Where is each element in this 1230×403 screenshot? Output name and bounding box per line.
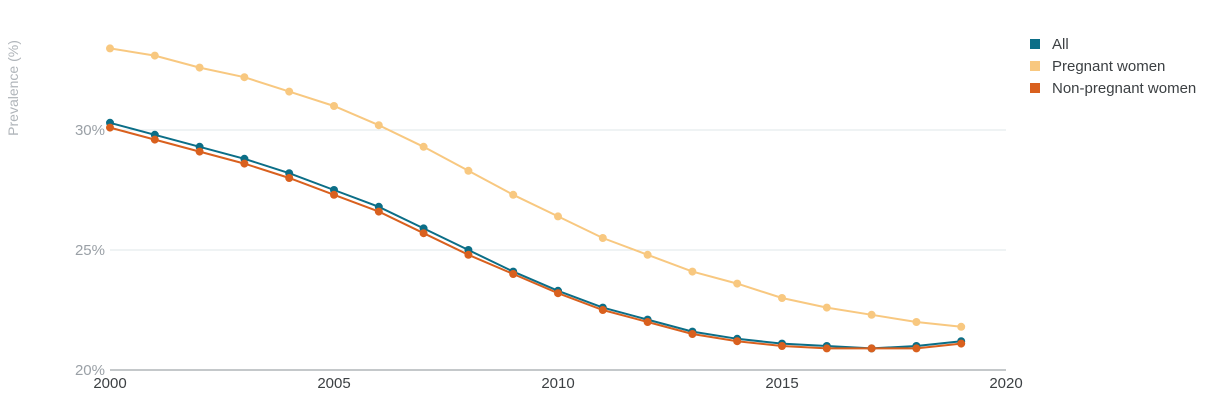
data-point (419, 142, 428, 151)
data-point (240, 73, 249, 82)
series-non-pregnant-women (106, 123, 966, 353)
data-point (822, 344, 831, 353)
series-all (106, 118, 966, 353)
data-point (285, 87, 294, 96)
data-point (643, 250, 652, 259)
data-point (195, 63, 204, 72)
legend-item: All (1030, 33, 1196, 55)
data-point (509, 270, 518, 278)
data-point (867, 310, 876, 319)
data-point (957, 339, 966, 348)
legend-label: Pregnant women (1052, 57, 1166, 75)
series-line (109, 126, 962, 350)
legend: All Pregnant women Non-pregnant women (1030, 33, 1196, 99)
y-tick-label: 20% (75, 362, 105, 379)
legend-label: All (1052, 35, 1069, 53)
x-tick-label: 2010 (541, 375, 574, 392)
x-tick-label: 2000 (93, 375, 126, 392)
data-point (598, 306, 607, 314)
data-point (330, 102, 338, 110)
data-point (688, 267, 697, 276)
data-point (733, 337, 742, 346)
data-point (554, 289, 562, 298)
data-point (150, 135, 159, 144)
series-line (109, 47, 962, 328)
data-point (150, 51, 159, 60)
legend-swatch (1030, 61, 1040, 71)
data-point (509, 190, 518, 199)
x-tick-label: 2005 (317, 375, 350, 392)
x-axis-ticks: 2000 2005 2010 2015 2020 (93, 375, 1022, 392)
data-point (106, 123, 114, 132)
data-point (106, 44, 114, 53)
series-pregnant-women (106, 44, 966, 331)
y-axis-title: Prevalence (%) (5, 40, 21, 136)
x-tick-label: 2020 (989, 375, 1022, 392)
data-point (374, 121, 383, 130)
grid-lines (110, 129, 1006, 251)
legend-item: Non-pregnant women (1030, 77, 1196, 99)
y-axis-ticks: 20% 25% 30% (75, 122, 105, 379)
data-point (240, 159, 249, 168)
data-point (554, 212, 562, 221)
data-point (822, 303, 831, 312)
y-tick-label: 30% (75, 122, 105, 139)
data-point (598, 234, 607, 242)
data-point (957, 322, 966, 331)
data-point (643, 318, 652, 326)
data-point (778, 342, 786, 350)
data-point (778, 294, 786, 302)
data-point (285, 174, 294, 182)
data-point (374, 207, 383, 216)
data-point (464, 166, 473, 175)
data-point (330, 190, 338, 199)
legend-label: Non-pregnant women (1052, 79, 1197, 97)
series-line (109, 121, 962, 350)
data-point (464, 250, 473, 259)
x-tick-label: 2015 (765, 375, 798, 392)
data-point (733, 279, 742, 288)
data-point (419, 229, 428, 238)
data-point (688, 330, 697, 338)
data-point (912, 318, 921, 326)
series-group (106, 44, 966, 353)
legend-swatch (1030, 39, 1040, 49)
data-point (912, 344, 921, 353)
data-point (867, 344, 876, 353)
data-point (195, 147, 204, 156)
legend-item: Pregnant women (1030, 55, 1196, 77)
legend-swatch (1030, 83, 1040, 93)
y-tick-label: 25% (75, 242, 105, 259)
